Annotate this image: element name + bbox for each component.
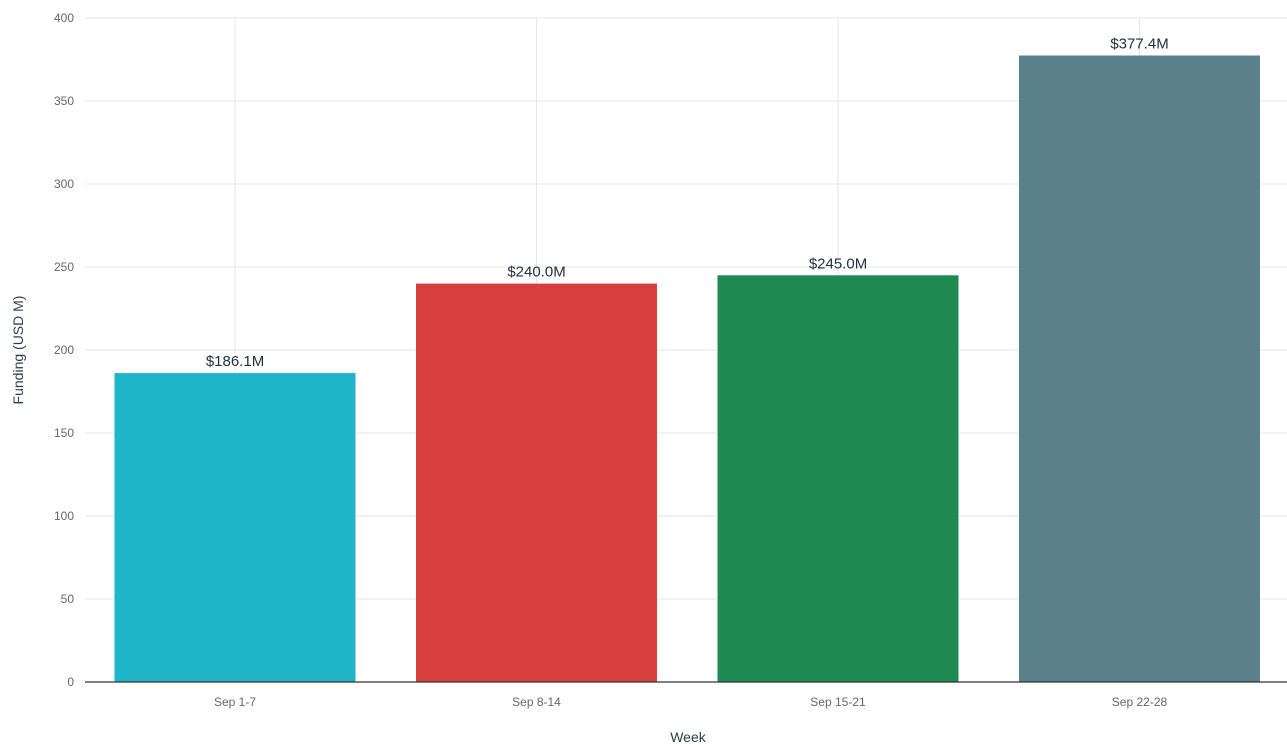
y-tick-label: 400 <box>54 11 74 25</box>
bar-data-label: $377.4M <box>1110 36 1168 53</box>
y-axis-title: Funding (USD M) <box>10 296 26 405</box>
y-tick-label: 0 <box>67 675 74 689</box>
bar-data-label: $240.0M <box>507 264 565 281</box>
y-tick-label: 300 <box>54 177 74 191</box>
axes: 0 50 100 150 200 250 300 350 400 Sep 1-7 Sep 8-14 S… <box>54 11 1287 709</box>
bar <box>717 275 959 682</box>
bar <box>114 373 356 682</box>
bar <box>416 283 657 682</box>
y-tick-label: 250 <box>54 260 74 274</box>
x-tick-label: Sep 1-7 <box>214 695 256 709</box>
y-tick-label: 350 <box>54 94 74 108</box>
x-tick-label: Sep 22-28 <box>1112 695 1168 709</box>
bar <box>1019 55 1260 683</box>
y-tick-label: 150 <box>54 426 74 440</box>
x-tick-label: Sep 8-14 <box>512 695 561 709</box>
y-tick-label: 200 <box>54 343 74 357</box>
y-tick-label: 100 <box>54 509 74 523</box>
bars: $186.1M $240.0M $245.0M $377.4M <box>114 36 1260 683</box>
y-tick-label: 50 <box>61 592 75 606</box>
bar-data-label: $245.0M <box>809 255 867 272</box>
x-tick-label: Sep 15-21 <box>810 695 866 709</box>
x-axis-title: Week <box>670 729 707 745</box>
bar-data-label: $186.1M <box>206 353 264 370</box>
